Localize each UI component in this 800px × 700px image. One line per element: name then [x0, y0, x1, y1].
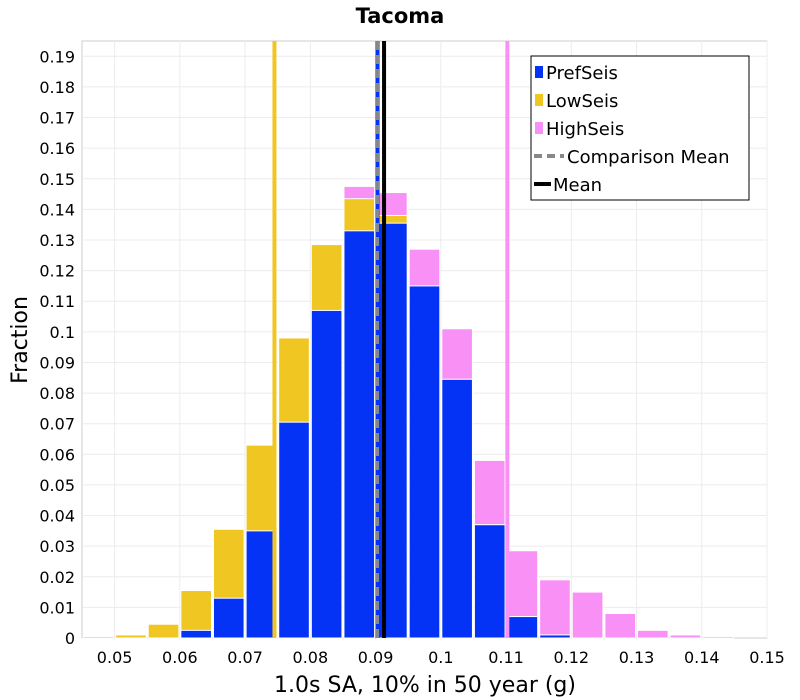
bar-prefseis [212, 597, 245, 639]
legend-swatch-lowseis [535, 94, 543, 106]
bar-prefseis [180, 629, 212, 639]
y-tick-label: 0.01 [39, 598, 75, 617]
mean-lines-group [272, 41, 510, 638]
x-axis-ticks: 0.05 0.06 0.07 0.08 0.09 0.1 0.11 0.12 0.13 0.14 0… [97, 648, 785, 667]
bar-prefseis [376, 222, 408, 639]
y-tick-label: 0.15 [39, 170, 75, 189]
x-tick-label: 0.15 [749, 648, 785, 667]
legend-box [530, 55, 750, 201]
y-tick-label: 0.1 [50, 323, 75, 342]
bars-group [82, 185, 734, 639]
legend-label-comparison-mean: Comparison Mean [567, 147, 730, 168]
y-tick-label: 0.09 [39, 353, 75, 372]
legend-swatch-highseis [535, 122, 543, 134]
y-tick-label: 0.02 [39, 568, 75, 587]
x-tick-label: 0.09 [358, 648, 394, 667]
bar-highseis [571, 591, 604, 639]
bar-highseis [604, 613, 637, 639]
y-tick-label: 0.11 [39, 292, 75, 311]
legend-label-prefseis: PrefSeis [546, 63, 618, 84]
legend-label-mean: Mean [553, 175, 602, 196]
x-tick-label: 0.11 [488, 648, 524, 667]
y-tick-label: 0.19 [39, 47, 75, 66]
bar-highseis [539, 579, 571, 639]
bar-prefseis [539, 634, 571, 639]
bar-highseis [637, 629, 669, 639]
bar-lowseis [115, 634, 147, 639]
bar-prefseis [343, 230, 376, 639]
x-tick-label: 0.12 [553, 648, 589, 667]
x-tick-label: 0.1 [428, 648, 453, 667]
legend-swatch-prefseis [535, 66, 543, 78]
y-tick-label: 0.12 [39, 262, 75, 281]
y-tick-label: 0.16 [39, 139, 75, 158]
y-tick-label: 0.05 [39, 476, 75, 495]
bar-lowseis [147, 623, 180, 639]
y-tick-label: 0.18 [39, 78, 75, 97]
y-axis-label: Fraction [8, 296, 33, 384]
bar-prefseis [408, 285, 441, 639]
y-tick-label: 0.17 [39, 109, 75, 128]
x-tick-label: 0.13 [619, 648, 655, 667]
x-axis-label: 1.0s SA, 10% in 50 year (g) [274, 673, 576, 698]
bar-prefseis [278, 421, 310, 639]
y-tick-label: 0 [65, 629, 75, 648]
y-tick-label: 0.03 [39, 537, 75, 556]
bar-prefseis [441, 378, 473, 639]
bar-highseis [669, 634, 702, 639]
bar-prefseis [506, 616, 539, 639]
x-tick-label: 0.14 [684, 648, 720, 667]
bar-highseis [702, 635, 734, 639]
bar-lowseis [82, 635, 115, 639]
y-tick-label: 0.04 [39, 507, 75, 526]
y-tick-label: 0.08 [39, 384, 75, 403]
legend-label-highseis: HighSeis [546, 119, 624, 140]
x-tick-label: 0.07 [227, 648, 263, 667]
legend: PrefSeis LowSeis HighSeis Comparison Mean Me… [530, 55, 750, 201]
x-tick-label: 0.06 [162, 648, 198, 667]
y-tick-label: 0.06 [39, 445, 75, 464]
y-axis-ticks: 0 0.01 0.02 0.03 0.04 0.05 0.06 0.07 0.08 0.09 0.1… [39, 47, 75, 648]
bar-prefseis [473, 524, 506, 639]
y-tick-label: 0.13 [39, 231, 75, 250]
x-tick-label: 0.05 [97, 648, 133, 667]
y-tick-label: 0.14 [39, 200, 75, 219]
bar-prefseis [310, 309, 343, 639]
legend-label-lowseis: LowSeis [546, 91, 618, 112]
x-tick-label: 0.08 [293, 648, 329, 667]
chart-title: Tacoma [356, 4, 445, 28]
y-tick-label: 0.07 [39, 415, 75, 434]
bar-prefseis [245, 530, 278, 639]
